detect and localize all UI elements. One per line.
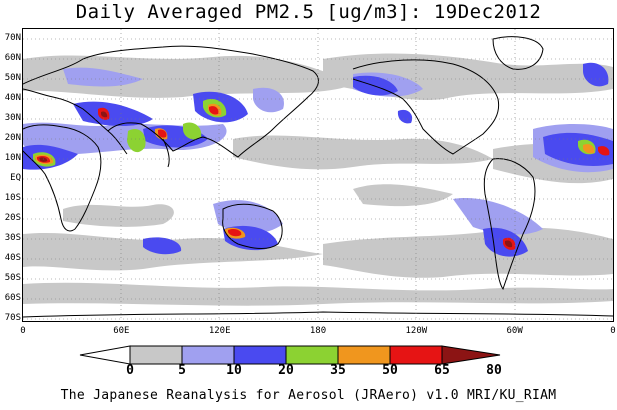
lat-label: 30S <box>4 233 21 243</box>
lat-label: 70N <box>4 33 21 43</box>
colorbar-segment <box>233 345 287 365</box>
lat-label: 10N <box>4 153 21 163</box>
pm25-map <box>22 28 614 322</box>
colorbar-level-label: 20 <box>278 363 294 378</box>
colorbar-segment <box>389 345 443 365</box>
lon-label: 120E <box>208 326 231 336</box>
colorbar-segment <box>285 345 339 365</box>
lon-label: 180 <box>309 326 327 336</box>
lat-label: 50S <box>4 273 21 283</box>
colorbar-segment <box>181 345 235 365</box>
lat-label: EQ <box>10 173 21 183</box>
footer-credit: The Japanese Reanalysis for Aerosol (JRA… <box>60 388 557 403</box>
lat-label: 40N <box>4 93 21 103</box>
lat-label: 40S <box>4 253 21 263</box>
colorbar-low-arrow <box>79 345 131 365</box>
colorbar-level-label: 65 <box>434 363 450 378</box>
continent-outlines <box>23 36 613 318</box>
colorbar-level-label: 80 <box>486 363 502 378</box>
colorbar-segment <box>129 345 183 365</box>
graticule <box>23 29 613 321</box>
map-title: Daily Averaged PM2.5 [ug/m3]: 19Dec2012 <box>75 1 542 23</box>
lat-label: 60S <box>4 293 21 303</box>
lat-label: 60N <box>4 53 21 63</box>
lat-label: 20S <box>4 213 21 223</box>
lat-label: 20N <box>4 133 21 143</box>
colorbar-level-label: 50 <box>382 363 398 378</box>
colorbar-high-arrow <box>441 345 501 365</box>
lon-label: 120W <box>405 326 428 336</box>
colorbar-level-label: 5 <box>178 363 186 378</box>
lon-label: 60E <box>113 326 130 336</box>
aerosol-concentration-fields <box>23 53 613 306</box>
pm25-map-canvas <box>23 29 613 321</box>
colorbar-level-label: 35 <box>330 363 346 378</box>
lon-label: 0 <box>610 326 616 336</box>
lon-label: 0 <box>20 326 26 336</box>
colorbar-level-label: 10 <box>226 363 242 378</box>
lat-label: 50N <box>4 73 21 83</box>
colorbar <box>79 345 501 365</box>
colorbar-segment <box>337 345 391 365</box>
lat-label: 70S <box>4 313 21 323</box>
lon-label: 60W <box>506 326 523 336</box>
lat-label: 30N <box>4 113 21 123</box>
lat-label: 10S <box>4 193 21 203</box>
colorbar-level-label: 0 <box>126 363 134 378</box>
